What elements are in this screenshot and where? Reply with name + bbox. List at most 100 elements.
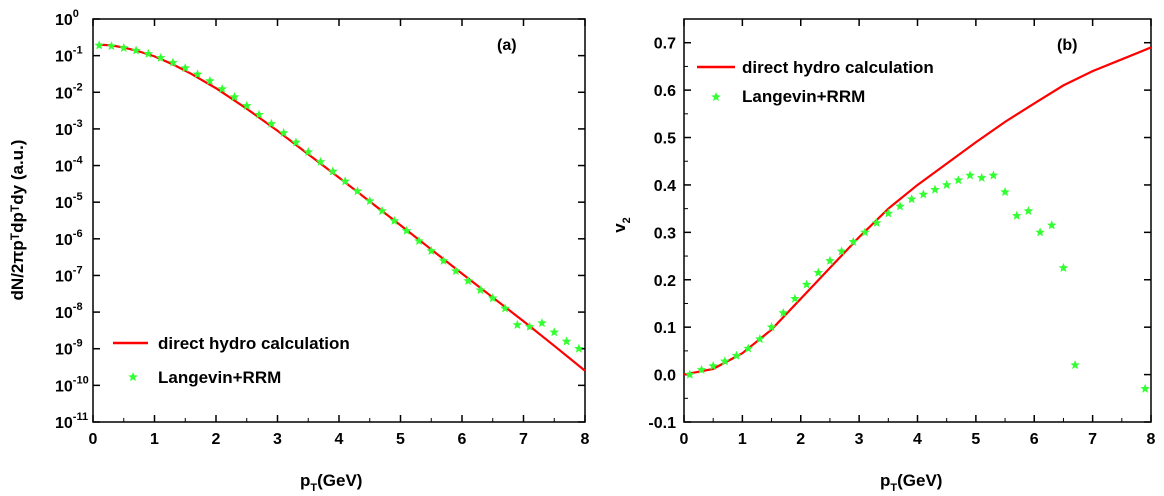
panel-a-series: [94, 40, 586, 372]
y-tick-label: 0.3: [654, 225, 676, 242]
data-point-star: [377, 205, 387, 216]
data-point-star: [364, 196, 375, 206]
data-point-star: [801, 279, 812, 289]
x-tick-label: 5: [971, 431, 980, 448]
data-point-star: [871, 217, 882, 227]
data-point-star: [860, 227, 870, 237]
data-point-star: [1023, 206, 1034, 216]
data-point-star: [266, 118, 277, 128]
data-point-star: [180, 63, 191, 73]
data-point-star: [303, 146, 314, 157]
data-point-star: [930, 184, 940, 194]
x-tick-label: 8: [1147, 431, 1156, 448]
panel-a-x-tick-labels: 0 1 2 3 4 5 6 7 8: [89, 431, 590, 448]
data-point-star: [965, 170, 975, 180]
data-point-star: [1011, 210, 1022, 220]
data-point-star: [848, 236, 859, 246]
data-point-star: [1000, 187, 1010, 197]
panel-b-tag: (b): [1057, 37, 1077, 54]
y-tick-label: -0.1: [648, 415, 676, 432]
x-tick-label: 8: [581, 431, 590, 448]
data-point-star: [315, 156, 326, 166]
series-line-hydro: [99, 43, 586, 372]
data-point-star: [475, 285, 486, 295]
data-point-star: [205, 75, 215, 85]
panel-a-ticks: [92, 18, 586, 423]
data-point-star: [1058, 262, 1069, 272]
data-point-star: [524, 321, 535, 331]
panel-a-y-tick-labels: 100 10-1 10-2 10-3 10-4 10-5 10-6 10-7 10-8 10-9 1…: [55, 8, 89, 432]
data-point-star: [438, 255, 449, 265]
y-tick-label: 10-4: [55, 155, 83, 176]
data-point-star: [953, 175, 964, 185]
data-point-star: [389, 215, 400, 225]
panel-a-frame: [92, 18, 586, 423]
y-tick-label: 10-8: [55, 301, 83, 322]
data-point-star: [1140, 383, 1150, 393]
data-point-star: [708, 361, 718, 371]
y-tick-label: 10-11: [55, 411, 88, 432]
data-point-star: [976, 172, 987, 182]
data-point-star: [1035, 227, 1045, 237]
panel-a-x-label: pT(GeV): [300, 471, 362, 494]
data-point-star: [352, 186, 363, 196]
data-point-star: [487, 293, 498, 303]
data-point-star: [574, 343, 584, 353]
panel-b-x-label: pT(GeV): [880, 471, 942, 494]
data-point-star: [118, 42, 129, 52]
data-point-star: [549, 327, 560, 337]
x-tick-label: 7: [519, 431, 528, 448]
panel-b-y-tick-labels: -0.1 0.0 0.1 0.2 0.3 0.4 0.5 0.6 0.7: [648, 36, 676, 432]
x-tick-label: 2: [796, 431, 805, 448]
y-tick-label: 10-7: [55, 264, 83, 285]
data-point-star: [328, 166, 338, 176]
y-tick-label: 10-6: [55, 228, 83, 249]
data-point-star: [229, 92, 240, 102]
data-point-star: [451, 266, 461, 276]
x-tick-label: 4: [913, 431, 922, 448]
data-point-star: [883, 208, 894, 218]
data-point-star: [918, 189, 929, 199]
y-tick-label: 10-9: [55, 338, 83, 359]
x-tick-label: 5: [396, 431, 405, 448]
y-tick-label: 10-5: [55, 191, 83, 212]
panel-a-y-label: dN/2πpᵀdpᵀdy (a.u.): [8, 140, 27, 301]
x-tick-label: 6: [1030, 431, 1039, 448]
x-tick-label: 1: [738, 431, 747, 448]
data-point-star: [192, 69, 203, 79]
data-point-star: [941, 179, 952, 189]
data-point-star: [463, 275, 473, 285]
x-tick-label: 0: [680, 431, 689, 448]
y-tick-label: 0.7: [654, 36, 676, 53]
legend-b-hydro-label: direct hydro calculation: [742, 58, 934, 77]
data-point-star: [131, 45, 141, 55]
data-point-star: [731, 350, 742, 360]
data-point-star: [106, 41, 117, 51]
data-point-star: [836, 246, 847, 256]
y-tick-label: 0.1: [654, 320, 676, 337]
x-tick-label: 7: [1088, 431, 1097, 448]
panel-a-tag: (a): [497, 37, 517, 54]
data-point-star: [696, 364, 707, 374]
y-tick-label: 10-1: [55, 45, 83, 66]
y-tick-label: 0.0: [654, 368, 676, 385]
data-point-star: [755, 334, 765, 344]
data-point-star: [254, 109, 264, 119]
data-point-star: [778, 307, 788, 317]
x-tick-label: 3: [855, 431, 864, 448]
legend-a-langevin-label: Langevin+RRM: [158, 368, 281, 387]
data-point-star: [743, 343, 753, 353]
data-point-star: [825, 255, 835, 265]
data-point-star: [685, 369, 695, 379]
panel-b-y-label: v2: [610, 217, 633, 233]
data-point-star: [561, 336, 572, 346]
panel-a: 0 1 2 3 4 5 6 7 8 100 10-1 10-2 10-3 10-4 10-5 10-6 10-…: [8, 8, 590, 494]
data-point-star: [155, 52, 166, 62]
y-tick-label: 10-3: [55, 118, 83, 139]
y-tick-label: 0.6: [654, 83, 676, 100]
data-point-star: [278, 127, 289, 137]
panel-b-frame: [683, 18, 1152, 423]
y-tick-label: 10-10: [55, 374, 89, 395]
data-point-star: [291, 137, 301, 147]
